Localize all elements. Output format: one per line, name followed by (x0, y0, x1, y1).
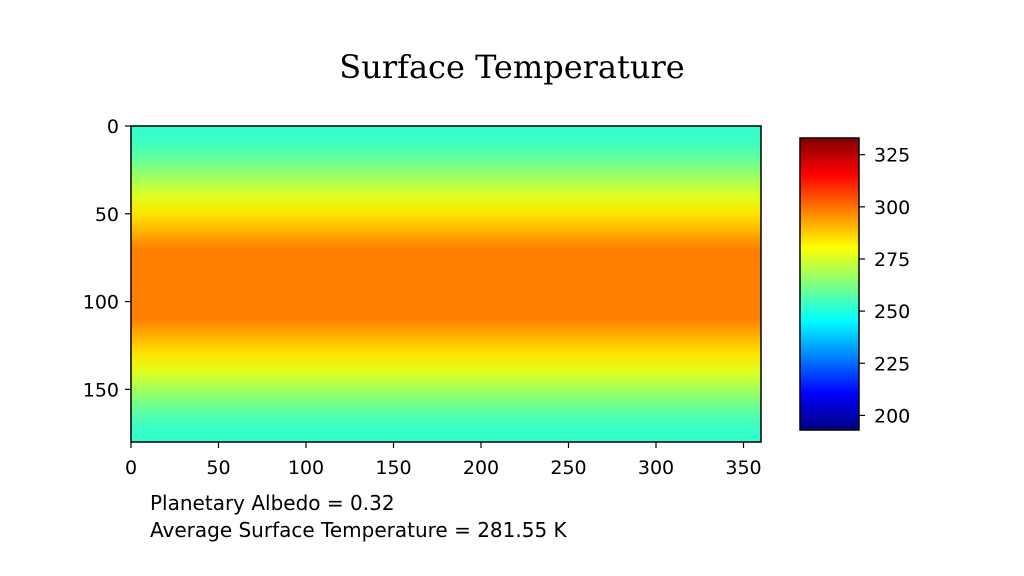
x-tick-label: 200 (463, 457, 499, 479)
plot-frame (130, 125, 762, 443)
x-tick-label: 300 (638, 457, 674, 479)
x-tick-label: 250 (550, 457, 586, 479)
colorbar-tick-label: 300 (874, 197, 910, 219)
colorbar-tick-label: 200 (874, 405, 910, 427)
albedo-annotation: Planetary Albedo = 0.32 (150, 491, 395, 515)
x-tick-label: 150 (375, 457, 411, 479)
x-axis: 0 50 100 150 200 250 300 350 (125, 442, 762, 479)
colorbar: 200 225 250 275 300 325 (799, 137, 910, 431)
colorbar-tick-label: 250 (874, 301, 910, 323)
plot-area (130, 125, 762, 443)
annotations: Planetary Albedo = 0.32 Average Surface … (150, 491, 568, 542)
x-tick-label: 350 (725, 457, 761, 479)
y-tick-label: 100 (83, 292, 119, 314)
heatmap-field (131, 126, 761, 442)
colorbar-frame (799, 137, 860, 431)
x-tick-label: 0 (125, 457, 137, 479)
y-tick-label: 0 (107, 116, 119, 138)
chart-title: Surface Temperature (339, 48, 684, 86)
y-axis: 0 50 100 150 (83, 116, 131, 401)
colorbar-fill (800, 138, 859, 430)
colorbar-ticks: 200 225 250 275 300 325 (859, 145, 910, 427)
y-tick-label: 50 (95, 204, 119, 226)
colorbar-tick-label: 275 (874, 249, 910, 271)
y-tick-label: 150 (83, 379, 119, 401)
x-tick-label: 50 (206, 457, 230, 479)
colorbar-tick-label: 325 (874, 145, 910, 167)
avg-temperature-annotation: Average Surface Temperature = 281.55 K (150, 518, 568, 542)
x-tick-label: 100 (288, 457, 324, 479)
colorbar-tick-label: 225 (874, 353, 910, 375)
